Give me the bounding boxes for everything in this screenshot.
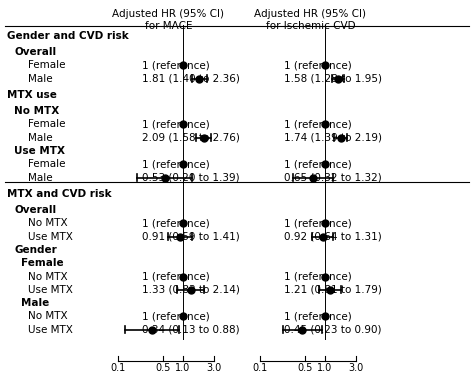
Text: 1 (reference): 1 (reference)	[142, 60, 210, 70]
Text: 1.0: 1.0	[175, 363, 191, 372]
Text: Overall: Overall	[14, 205, 56, 215]
Text: 1 (reference): 1 (reference)	[142, 271, 210, 282]
Text: MTX and CVD risk: MTX and CVD risk	[7, 189, 112, 199]
Text: Use MTX: Use MTX	[28, 325, 73, 335]
Text: Female: Female	[21, 258, 64, 268]
Text: Adjusted HR (95% CI)
for Ischemic CVD: Adjusted HR (95% CI) for Ischemic CVD	[255, 9, 366, 31]
Text: No MTX: No MTX	[28, 271, 68, 282]
Text: 1 (reference): 1 (reference)	[142, 119, 210, 129]
Text: 0.91 (0.59 to 1.41): 0.91 (0.59 to 1.41)	[142, 232, 240, 242]
Text: 1 (reference): 1 (reference)	[284, 60, 352, 70]
Text: Gender: Gender	[14, 245, 57, 255]
Text: Use MTX: Use MTX	[14, 146, 65, 156]
Text: 1 (reference): 1 (reference)	[142, 218, 210, 228]
Text: 1.58 (1.28 to 1.95): 1.58 (1.28 to 1.95)	[284, 74, 383, 84]
Text: Use MTX: Use MTX	[28, 285, 73, 295]
Text: Use MTX: Use MTX	[28, 232, 73, 242]
Text: 2.09 (1.58 to 2.76): 2.09 (1.58 to 2.76)	[142, 133, 240, 143]
Text: 1 (reference): 1 (reference)	[284, 218, 352, 228]
Text: Female: Female	[28, 159, 66, 169]
Text: 1.81 (1.40 to 2.36): 1.81 (1.40 to 2.36)	[142, 74, 240, 84]
Text: 3.0: 3.0	[206, 363, 221, 372]
Text: No MTX: No MTX	[14, 106, 59, 116]
Text: Male: Male	[21, 298, 50, 308]
Text: 1 (reference): 1 (reference)	[142, 311, 210, 321]
Text: 0.5: 0.5	[298, 363, 313, 372]
Text: Male: Male	[28, 133, 53, 143]
Text: No MTX: No MTX	[28, 311, 68, 321]
Text: No MTX: No MTX	[28, 218, 68, 228]
Text: 3.0: 3.0	[348, 363, 364, 372]
Text: 1 (reference): 1 (reference)	[284, 271, 352, 282]
Text: 1 (reference): 1 (reference)	[142, 159, 210, 169]
Text: Overall: Overall	[14, 47, 56, 57]
Text: 1 (reference): 1 (reference)	[284, 311, 352, 321]
Text: Male: Male	[28, 173, 53, 183]
Text: Gender and CVD risk: Gender and CVD risk	[7, 31, 129, 41]
Text: 1 (reference): 1 (reference)	[284, 159, 352, 169]
Text: Female: Female	[28, 60, 66, 70]
Text: Adjusted HR (95% CI)
for MACE: Adjusted HR (95% CI) for MACE	[112, 9, 224, 31]
Text: 1.21 (0.81 to 1.79): 1.21 (0.81 to 1.79)	[284, 285, 382, 295]
Text: 1.33 (0.83 to 2.14): 1.33 (0.83 to 2.14)	[142, 285, 240, 295]
Text: 0.5: 0.5	[155, 363, 171, 372]
Text: 1.0: 1.0	[317, 363, 333, 372]
Text: 0.1: 0.1	[252, 363, 267, 372]
Text: Male: Male	[28, 74, 53, 84]
Text: 0.53 (0.20 to 1.39): 0.53 (0.20 to 1.39)	[142, 173, 240, 183]
Text: Female: Female	[28, 119, 66, 129]
Text: 0.45 (0.23 to 0.90): 0.45 (0.23 to 0.90)	[284, 325, 382, 335]
Text: 0.65 (0.32 to 1.32): 0.65 (0.32 to 1.32)	[284, 173, 382, 183]
Text: MTX use: MTX use	[7, 90, 57, 100]
Text: 0.92 (0.64 to 1.31): 0.92 (0.64 to 1.31)	[284, 232, 382, 242]
Text: 1 (reference): 1 (reference)	[284, 119, 352, 129]
Text: 0.1: 0.1	[110, 363, 125, 372]
Text: 1.74 (1.39 to 2.19): 1.74 (1.39 to 2.19)	[284, 133, 383, 143]
Text: 0.34 (0.13 to 0.88): 0.34 (0.13 to 0.88)	[142, 325, 240, 335]
